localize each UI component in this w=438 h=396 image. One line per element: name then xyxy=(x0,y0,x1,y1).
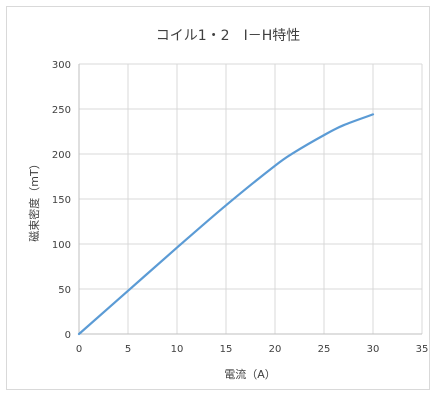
y-tick-label: 200 xyxy=(52,150,71,161)
x-tick-label: 35 xyxy=(416,344,429,355)
x-tick-label: 20 xyxy=(269,344,282,355)
chart-title: コイル1・2 I－H特性 xyxy=(156,28,300,44)
x-tick-label: 5 xyxy=(125,344,131,355)
y-axis-title: 磁束密度（mT） xyxy=(27,158,41,241)
x-tick-label: 25 xyxy=(318,344,331,355)
x-tick-label: 30 xyxy=(367,344,380,355)
chart-frame xyxy=(6,6,430,390)
series-line xyxy=(77,113,375,336)
x-tick-label: 0 xyxy=(76,344,82,355)
y-tick-label: 300 xyxy=(52,60,71,71)
y-tick-label: 0 xyxy=(65,330,71,341)
y-tick-label: 150 xyxy=(52,195,71,206)
series-layer xyxy=(77,113,375,336)
y-tick-label: 100 xyxy=(52,240,71,251)
y-tick-label: 50 xyxy=(58,285,71,296)
axes xyxy=(78,64,422,335)
x-tick-label: 10 xyxy=(171,344,184,355)
y-tick-label: 250 xyxy=(52,105,71,116)
x-axis-title: 電流（A） xyxy=(224,367,276,381)
x-tick-label: 15 xyxy=(220,344,233,355)
grid xyxy=(79,63,423,334)
tick-labels: 0 5 10 15 20 25 30 35 0 50 100 150 200 250 300 xyxy=(52,60,428,355)
